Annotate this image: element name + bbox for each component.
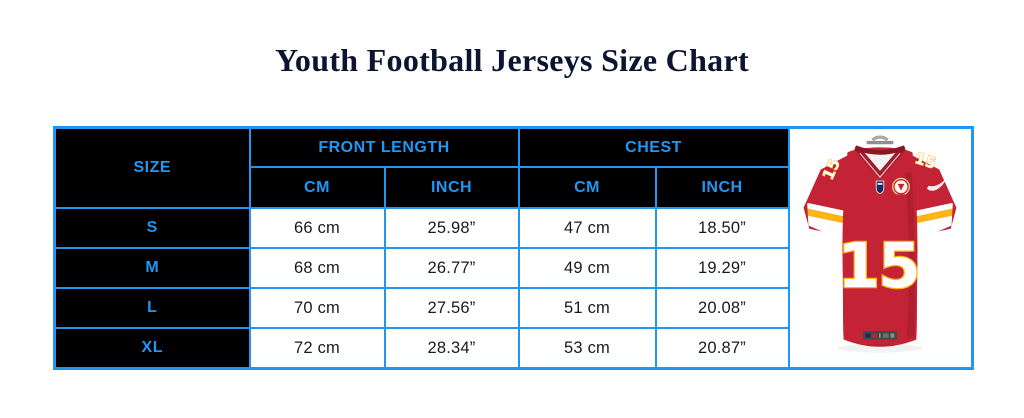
table-row: XL 72 cm 28.34” 53 cm 20.87” [53, 327, 973, 370]
front-inch-value: 27.56” [383, 287, 520, 329]
front-inch-value: 28.34” [383, 327, 520, 370]
chest-cm-value: 47 cm [517, 207, 657, 249]
chest-inch-value: 19.29” [654, 247, 790, 289]
chest-inch-value: 20.87” [654, 327, 790, 370]
chest-cm-value: 53 cm [517, 327, 657, 370]
jersey-illustration: 15 15 15 [801, 135, 960, 353]
hanger-bar [866, 140, 894, 145]
front-cm-value: 72 cm [248, 327, 386, 370]
page-title: Youth Football Jerseys Size Chart [275, 42, 749, 78]
size-label: S [53, 207, 251, 249]
chest-cm-value: 51 cm [517, 287, 657, 329]
jock-tag [863, 331, 898, 340]
size-column-header: SIZE [53, 126, 251, 209]
size-label: L [53, 287, 251, 329]
front-length-header: FRONT LENGTH [248, 126, 520, 168]
chest-cm-header: CM [517, 166, 657, 209]
collar [854, 145, 906, 179]
side-shading [905, 171, 916, 339]
front-inch-value: 25.98” [383, 207, 520, 249]
nfl-shield-icon [876, 180, 885, 194]
jersey-photo-cell: 15 15 15 [787, 126, 974, 370]
front-cm-value: 70 cm [248, 287, 386, 329]
chest-inch-header: INCH [654, 166, 790, 209]
front-inch-header: INCH [383, 166, 520, 209]
header-row-groups: SIZE FRONT LENGTH CHEST [53, 126, 974, 370]
table-row: L 70 cm 27.56” 51 cm 20.08” [53, 287, 973, 329]
table-row: M 68 cm 26.77” 49 cm 19.29” [53, 247, 973, 289]
chest-header: CHEST [517, 126, 790, 168]
header-row-units: CM INCH CM INCH [55, 166, 973, 209]
chest-number: 15 [838, 231, 919, 302]
front-cm-header: CM [248, 166, 386, 209]
chest-inch-value: 18.50” [654, 207, 790, 249]
hanger-loop-icon [871, 135, 889, 142]
size-chart-table: SIZE FRONT LENGTH CHEST [53, 126, 975, 370]
nike-swoosh-icon [927, 176, 949, 191]
chiefs-patch-icon [892, 177, 911, 198]
front-cm-value: 68 cm [248, 247, 386, 289]
front-cm-value: 66 cm [248, 207, 386, 249]
table-row: S 66 cm 25.98” 47 cm 18.50” [53, 207, 973, 249]
hem-shadow [838, 343, 923, 353]
size-label: M [53, 247, 251, 289]
size-label: XL [53, 327, 251, 370]
front-inch-value: 26.77” [383, 247, 520, 289]
chest-cm-value: 49 cm [517, 247, 657, 289]
chest-inch-value: 20.08” [654, 287, 790, 329]
